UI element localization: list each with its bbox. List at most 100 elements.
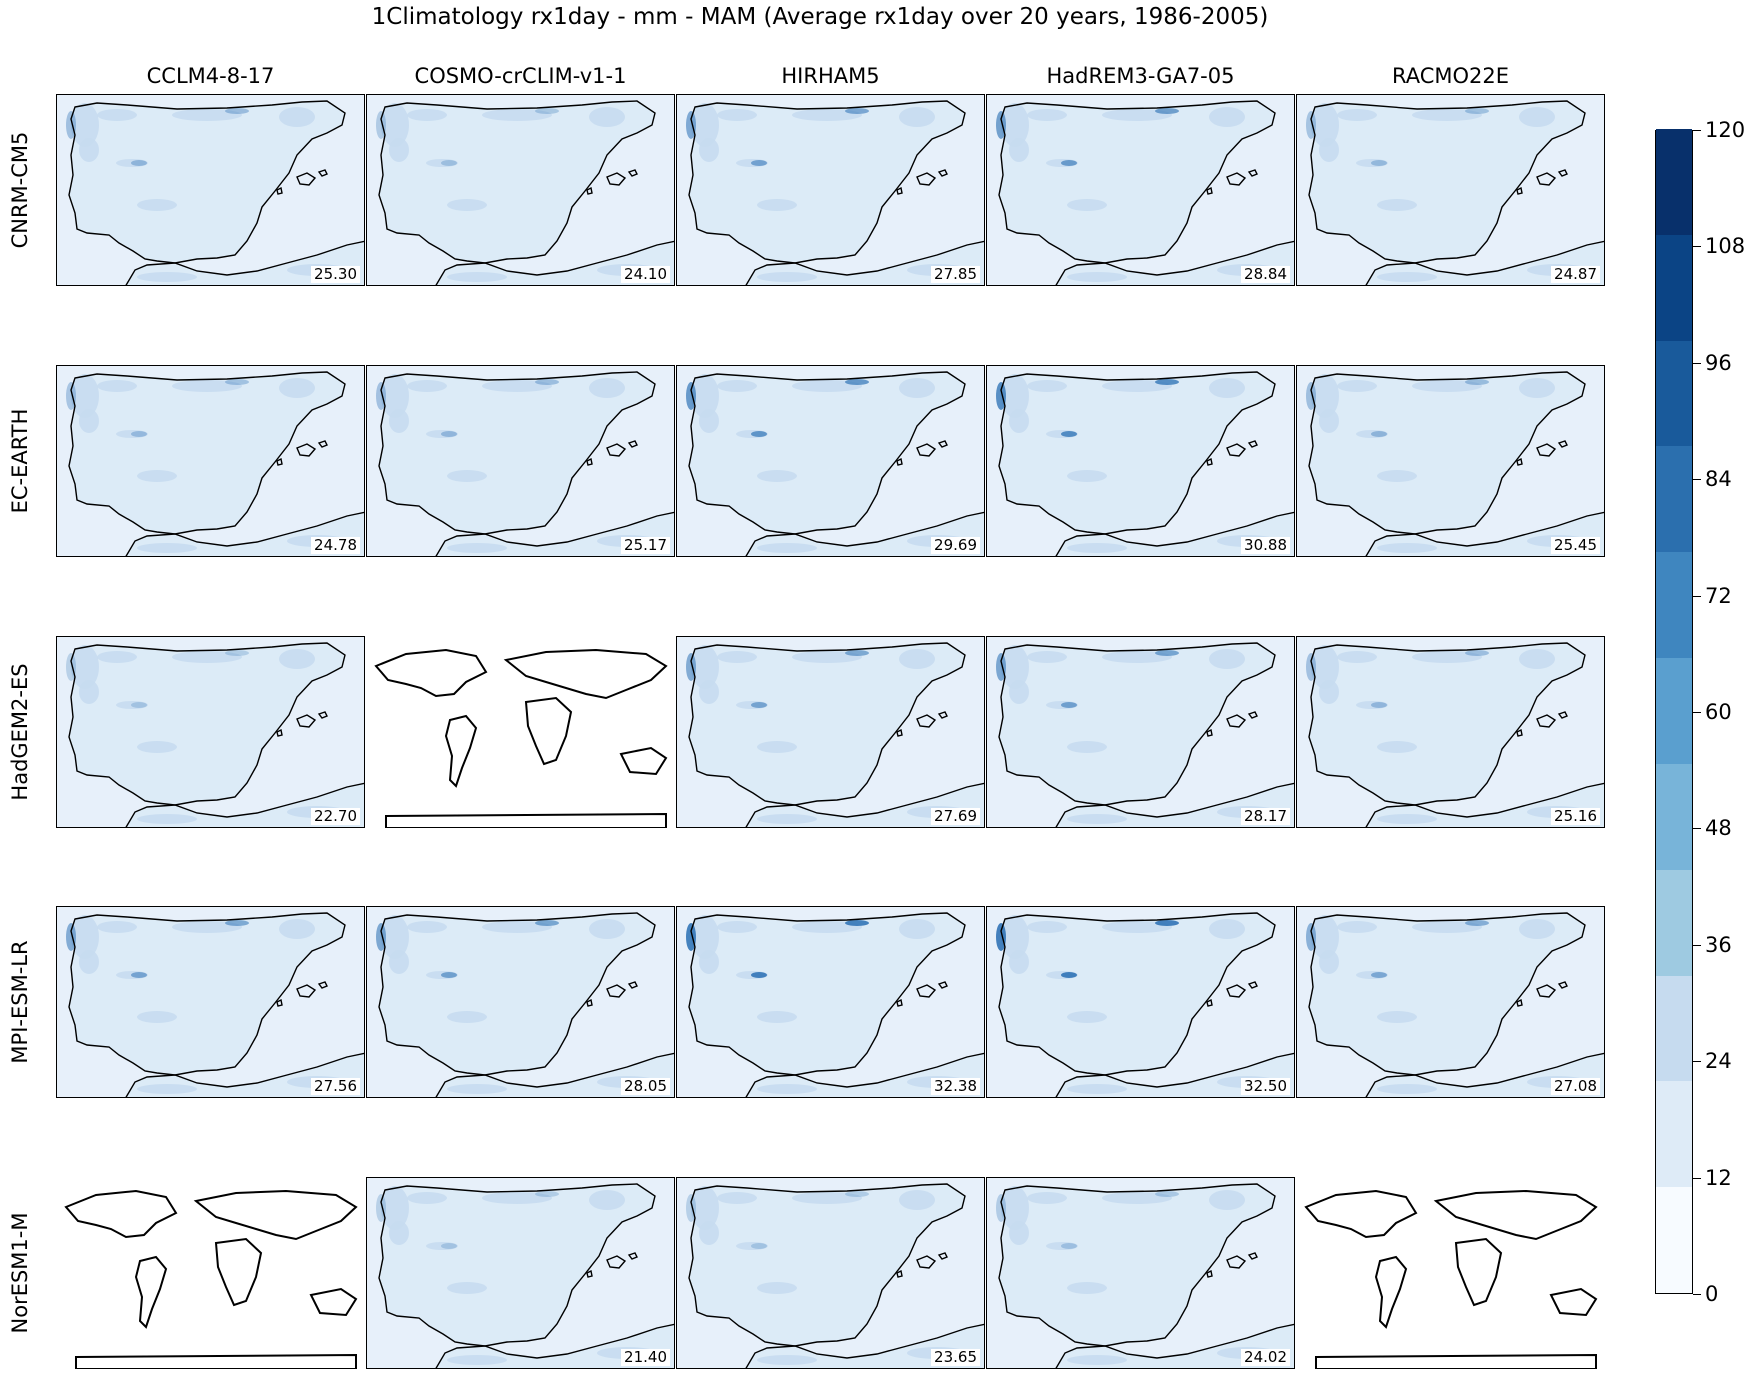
world-coastline [524, 696, 573, 766]
colorbar-tick-label: 108 [1705, 234, 1746, 259]
rain-area [1001, 103, 1029, 147]
coastline [317, 711, 328, 719]
colorbar-segment [1656, 340, 1692, 447]
rain-area [691, 645, 719, 689]
panel-mean-value: 29.69 [931, 537, 980, 554]
map-panel: 24.10 [366, 94, 675, 286]
rain-area [137, 741, 177, 753]
rain-maximum [535, 920, 559, 926]
coastline [689, 101, 965, 263]
coastline [1309, 372, 1585, 534]
coastline [1365, 1052, 1604, 1097]
rain-area [1377, 1011, 1417, 1023]
coastline [435, 1323, 674, 1368]
rain-maximum [66, 111, 76, 139]
rain-area [482, 921, 552, 933]
rain-area [691, 915, 719, 959]
iberia-map [367, 366, 674, 556]
coastline [745, 240, 984, 285]
rain-maximum [376, 1194, 386, 1222]
iberia-map [987, 1178, 1294, 1368]
rain-area [172, 921, 242, 933]
iberia-map [57, 637, 364, 827]
rain-area [1067, 1011, 1107, 1023]
rain-area [1337, 651, 1377, 663]
iberia-map [57, 907, 364, 1097]
panel-mean-value: 28.84 [1241, 266, 1290, 283]
rain-maximum [131, 160, 147, 166]
coastline [69, 913, 345, 1075]
rain-area [757, 1011, 797, 1023]
coastline [69, 101, 345, 263]
coastline [1365, 240, 1604, 285]
rain-maximum [1306, 923, 1316, 951]
rain-area [899, 919, 935, 939]
rain-maximum [686, 653, 696, 681]
colorbar [1655, 128, 1693, 1294]
rain-area [71, 915, 99, 959]
coastline [296, 172, 317, 186]
rain-maximum [1061, 431, 1077, 437]
rain-maximum [66, 923, 76, 951]
rain-area [1102, 109, 1172, 121]
rain-maximum [996, 653, 1006, 681]
rain-area [1519, 919, 1555, 939]
row-label: EC-EARTH [8, 408, 32, 514]
coastline [999, 372, 1275, 534]
coastline [688, 912, 966, 1076]
colorbar-segment [1656, 763, 1692, 870]
panel-mean-value: 23.65 [931, 1349, 980, 1366]
column-label: COSMO-crCLIM-v1-1 [414, 64, 627, 88]
coastline [606, 172, 627, 186]
colorbar-segment [1656, 975, 1692, 1082]
coastline [379, 372, 655, 534]
world-coastline-map [374, 648, 668, 828]
coastline [1206, 457, 1213, 466]
coastline [606, 443, 627, 457]
rain-area [1377, 470, 1417, 482]
rain-area [1519, 649, 1555, 669]
colorbar-segment [1656, 869, 1692, 976]
rain-maximum [1155, 650, 1179, 656]
map-panel: 28.05 [366, 906, 675, 1098]
coastline [378, 1183, 656, 1347]
rain-area [137, 543, 197, 553]
rain-area [1377, 741, 1417, 753]
rain-maximum [1155, 920, 1179, 926]
colorbar-segment [1656, 657, 1692, 764]
colorbar-tick-label: 72 [1705, 583, 1732, 608]
coastline [627, 1252, 638, 1260]
coastline [586, 998, 593, 1007]
coastline [1536, 714, 1557, 728]
rain-maximum [845, 650, 869, 656]
iberia-map [987, 637, 1294, 827]
rain-area [1209, 649, 1245, 669]
rain-area [757, 814, 817, 824]
coastline [627, 981, 638, 989]
coastline [1247, 981, 1258, 989]
rain-maximum [441, 972, 457, 978]
rain-area [1067, 741, 1107, 753]
rain-area [1001, 645, 1029, 689]
coastline [689, 372, 965, 534]
panel-mean-value: 24.02 [1241, 1349, 1290, 1366]
row-label: NorESM1-M [8, 1212, 32, 1334]
rain-maximum [1061, 972, 1077, 978]
missing-model-panel [56, 1177, 365, 1369]
panel-mean-value: 32.50 [1241, 1078, 1290, 1095]
chart-title: 1Climatology rx1day - mm - MAM (Average … [371, 4, 1269, 30]
rain-area [1311, 374, 1339, 418]
coastline [1516, 186, 1523, 195]
coastline [1226, 984, 1247, 998]
rain-area [279, 919, 315, 939]
world-coastline [1315, 1353, 1597, 1369]
coastline [1536, 984, 1557, 998]
coastline [378, 912, 656, 1076]
iberia-map [1297, 366, 1604, 556]
map-panel: 23.65 [676, 1177, 985, 1369]
iberia-map [677, 95, 984, 285]
column-label: CCLM4-8-17 [146, 64, 275, 88]
coastline [1536, 443, 1557, 457]
rain-maximum [376, 111, 386, 139]
